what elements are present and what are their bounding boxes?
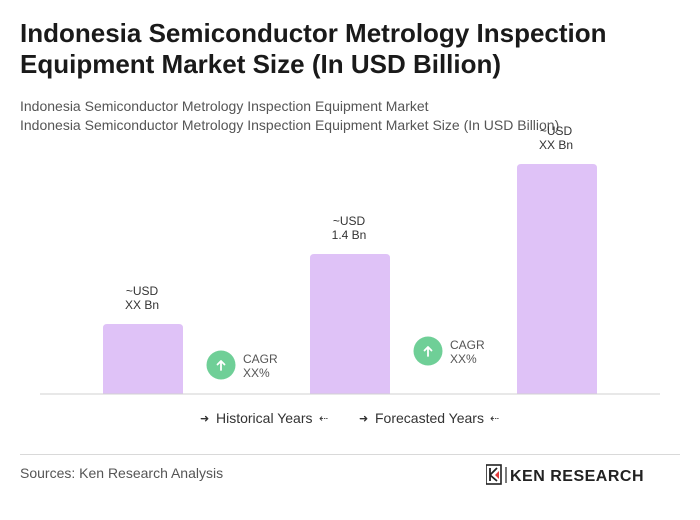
- logo-text: KEN RESEARCH: [510, 468, 644, 485]
- legend: ➜ Historical Years ⇠ ➜ Forecasted Years …: [200, 410, 499, 426]
- legend-arrow-right-icon: ➜: [359, 412, 368, 425]
- chart-subtitle: Indonesia Semiconductor Metrology Inspec…: [20, 98, 429, 114]
- legend-arrow-left-icon: ⇠: [490, 412, 499, 425]
- arrow-up-icon: [216, 360, 226, 371]
- chart-title: Indonesia Semiconductor Metrology Inspec…: [20, 18, 607, 79]
- chart-subtitle-secondary: Indonesia Semiconductor Metrology Inspec…: [20, 117, 560, 133]
- legend-historical: Historical Years: [216, 410, 313, 426]
- data-label-value: 1.4 Bn: [332, 228, 367, 242]
- bar: [517, 164, 597, 394]
- legend-forecasted: Forecasted Years: [375, 410, 484, 426]
- legend-arrow-left-icon: ⇠: [319, 412, 328, 425]
- cagr-label: CAGR: [450, 338, 485, 352]
- cagr-value: XX%: [450, 352, 477, 366]
- source-note: Sources: Ken Research Analysis: [20, 465, 224, 481]
- arrow-up-icon: [423, 346, 433, 357]
- bar: [310, 254, 390, 394]
- data-label-prefix: ~USD: [126, 284, 159, 298]
- data-label-value: XX Bn: [539, 138, 573, 152]
- data-label-prefix: ~USD: [540, 124, 573, 138]
- legend-arrow-right-icon: ➜: [200, 412, 209, 425]
- data-label-value: XX Bn: [125, 298, 159, 312]
- cagr-value: XX%: [243, 366, 270, 380]
- cagr-label: CAGR: [243, 352, 278, 366]
- data-label-prefix: ~USD: [333, 214, 366, 228]
- ken-research-logo: KEN RESEARCH: [486, 464, 644, 485]
- bar: [103, 324, 183, 394]
- footer-divider: [20, 454, 680, 455]
